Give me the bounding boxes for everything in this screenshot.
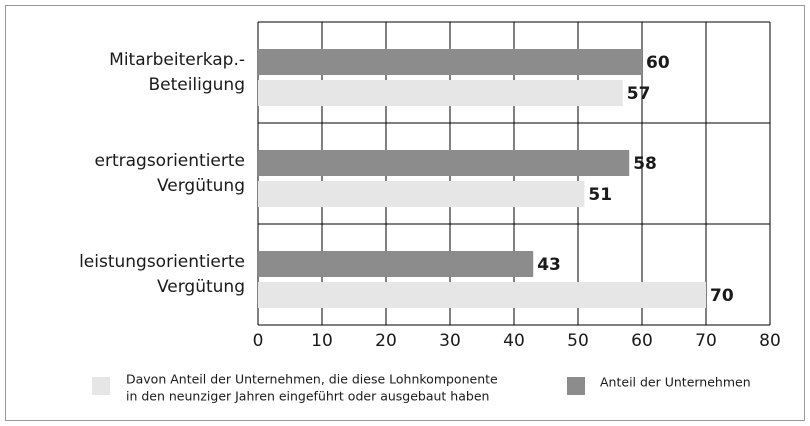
x-tick-label: 30 — [439, 331, 461, 351]
x-tick-label: 60 — [631, 331, 653, 351]
x-tick-label: 70 — [695, 331, 717, 351]
value-label: 58 — [633, 154, 657, 174]
bar — [258, 181, 585, 207]
frame — [5, 5, 805, 421]
category-label: Vergütung — [157, 176, 245, 196]
legend-label: Anteil der Unternehmen — [600, 375, 751, 390]
bar — [258, 150, 630, 176]
category-label: Vergütung — [157, 277, 245, 297]
x-tick-label: 0 — [253, 331, 264, 351]
value-label: 70 — [710, 286, 734, 306]
x-tick-label: 80 — [759, 331, 781, 351]
value-label: 51 — [588, 185, 612, 205]
bar — [258, 49, 642, 75]
category-label: Mitarbeiterkap.- — [109, 50, 245, 70]
x-tick-label: 40 — [503, 331, 525, 351]
value-label: 57 — [627, 84, 651, 104]
category-label: ertragsorientierte — [95, 151, 245, 171]
category-label: leistungsorientierte — [79, 252, 245, 272]
value-label: 60 — [646, 53, 670, 73]
legend-label: Davon Anteil der Unternehmen, die diese … — [126, 372, 498, 387]
value-label: 43 — [537, 255, 561, 275]
legend-swatch — [92, 377, 110, 395]
bar — [258, 282, 706, 308]
category-label: Beteiligung — [148, 75, 245, 95]
bar — [258, 80, 623, 106]
legend-label: in den neunziger Jahren eingeführt oder … — [126, 389, 489, 404]
x-tick-label: 10 — [311, 331, 333, 351]
x-tick-label: 50 — [567, 331, 589, 351]
bar — [258, 251, 534, 277]
x-tick-label: 20 — [375, 331, 397, 351]
legend-swatch — [567, 377, 585, 395]
